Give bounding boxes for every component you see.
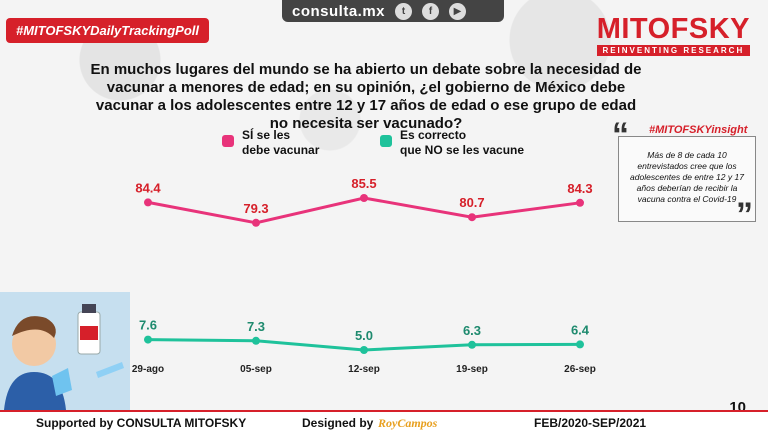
data-label-0-0: 84.4 [135,180,161,195]
data-point-0-4 [576,198,584,207]
legend-no-swatch [380,135,392,147]
site-link[interactable]: consulta.mx [292,2,386,20]
data-point-1-1 [252,336,260,345]
twitter-icon[interactable]: t [395,2,413,20]
x-tick-label-0: 29-ago [132,364,164,375]
facebook-icon[interactable]: f [422,2,440,20]
data-point-1-3 [468,340,476,349]
data-label-1-0: 7.6 [139,318,157,333]
footer: Supported by CONSULTA MITOFSKY Designed … [0,410,768,432]
brand-name: MITOFSKY [596,13,750,45]
x-tick-label-2: 12-sep [348,364,380,375]
data-label-1-4: 6.4 [571,322,590,337]
footer-designed: Designed by [302,416,374,430]
survey-question: En muchos lugares del mundo se ha abiert… [90,61,642,132]
data-point-1-4 [576,340,584,349]
legend-no-line2: que NO se les vacune [400,143,525,157]
close-quote-icon: ” [736,196,753,234]
legend-yes-line1: SÍ se les [242,128,291,142]
data-point-1-2 [360,346,368,354]
top-bar: consulta.mx t f ▶ [282,0,504,22]
data-point-0-1 [252,218,260,227]
youtube-icon[interactable]: ▶ [449,2,467,20]
brand-subtitle: REINVENTING RESEARCH [596,45,750,56]
insight-box: Más de 8 de cada 10 entrevistados cree q… [618,136,756,222]
tracking-poll-tag: #MITOFSKYDailyTrackingPoll [6,18,210,43]
legend-yes: SÍ se les debe vacunar [222,128,319,158]
vaccine-illustration [0,292,130,410]
data-label-1-3: 6.3 [463,323,481,338]
footer-designer: RoyCampos [378,416,438,430]
data-point-0-0 [144,198,152,207]
data-label-0-3: 80.7 [459,195,484,210]
legend-yes-swatch [222,135,234,147]
footer-supported: Supported by CONSULTA MITOFSKY [36,416,247,430]
insight-title: #MITOFSKYinsight [646,124,751,136]
data-label-0-1: 79.3 [243,201,268,216]
mitofsky-logo: MITOFSKY REINVENTING RESEARCH [596,13,750,56]
legend-yes-line2: debe vacunar [242,143,320,157]
open-quote-icon: “ [612,116,629,154]
data-point-0-2 [360,194,368,202]
data-label-1-1: 7.3 [247,319,265,334]
data-label-1-2: 5.0 [355,328,373,343]
legend-no: Es correcto que NO se les vacune [380,128,524,158]
x-tick-label-3: 19-sep [456,364,488,375]
x-tick-label-1: 05-sep [240,364,272,375]
x-tick-label-4: 26-sep [564,364,596,375]
data-label-0-2: 85.5 [351,176,376,191]
footer-period: FEB/2020-SEP/2021 [534,416,647,430]
insight-text: Más de 8 de cada 10 entrevistados cree q… [630,150,744,204]
data-label-0-4: 84.3 [567,181,592,196]
data-point-0-3 [468,213,476,222]
legend-no-line1: Es correcto [400,128,467,142]
data-point-1-0 [144,335,152,344]
